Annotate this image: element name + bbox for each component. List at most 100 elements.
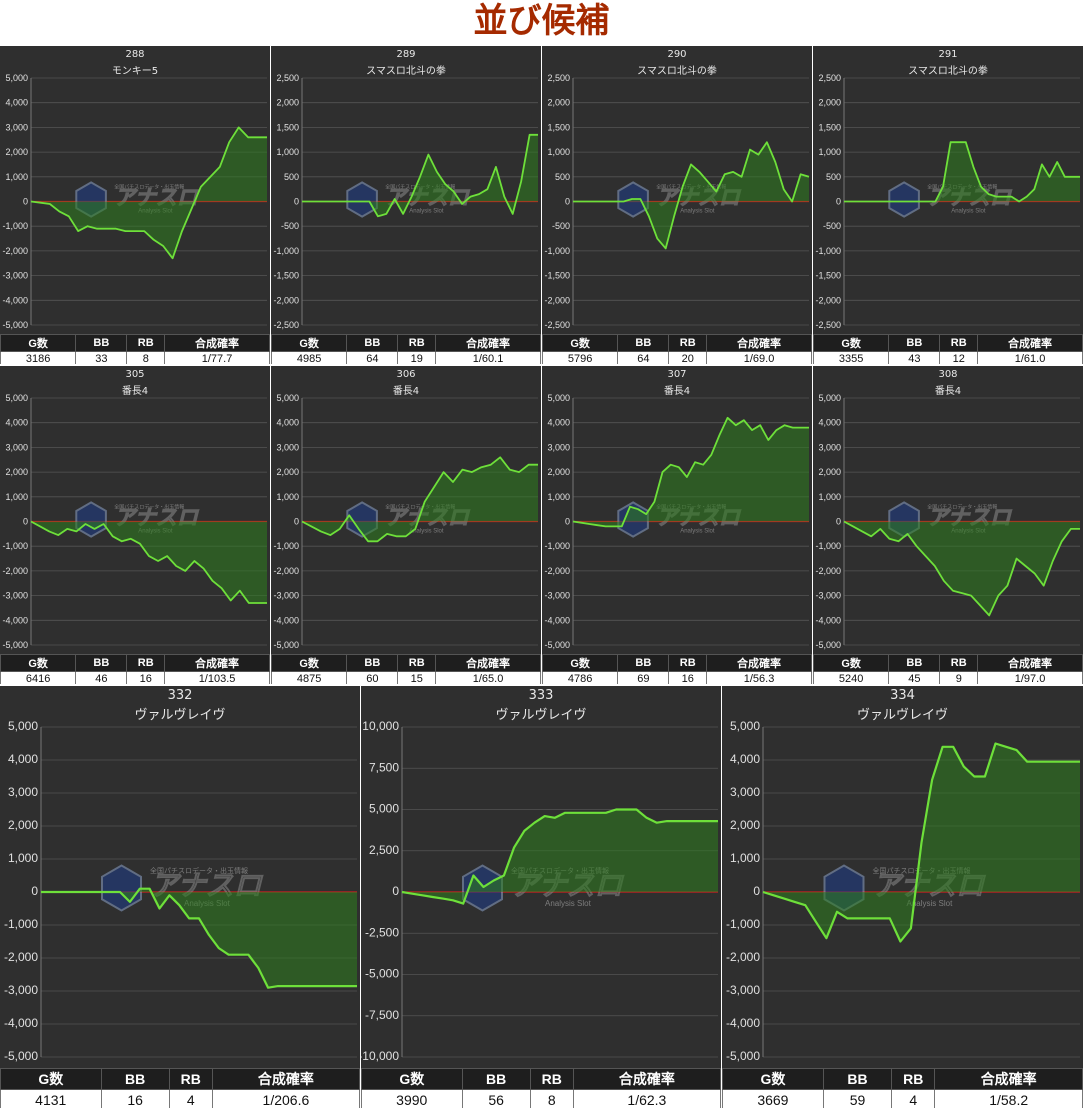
y-tick-label: 5,000 [730, 719, 760, 733]
y-tick-label: -3,000 [544, 591, 570, 601]
y-tick-label: 1,000 [276, 492, 299, 502]
y-tick-label: 0 [31, 884, 38, 898]
y-tick-label: 5,000 [8, 719, 38, 733]
watermark-subtitle: Analysis Slot [907, 899, 954, 908]
stats-value-games: 4875 [271, 671, 348, 684]
stats-value-rate: 1/61.0 [977, 351, 1083, 364]
y-tick-label: 2,000 [818, 467, 841, 477]
stats-header-games: G数 [542, 654, 619, 672]
y-tick-label: 2,000 [5, 467, 28, 477]
y-tick-label: -1,000 [2, 541, 28, 551]
y-tick-label: 0 [565, 517, 570, 527]
series-area [573, 417, 809, 527]
stats-header-bb: BB [888, 654, 941, 672]
y-tick-label: -7,500 [365, 1008, 399, 1022]
stats-value-rate: 1/62.3 [572, 1089, 721, 1108]
chart: 5,000 4,000 3,000 2,000 1,000 0 -1,000 -2,000 -3… [4, 719, 358, 1063]
y-tick-label: 500 [555, 172, 570, 182]
y-tick-label: 3,000 [818, 442, 841, 452]
stats-value-bb: 56 [461, 1089, 531, 1108]
stats-value-games: 3355 [813, 351, 890, 364]
stats-value-games: 3990 [361, 1089, 463, 1108]
stats-header-games: G数 [271, 334, 348, 352]
stats-value-bb: 60 [346, 671, 399, 684]
stats-table: G数 BB RB 合成確率 4131 16 4 1/206.6 [0, 1068, 360, 1108]
machine-name: 番長4 [934, 386, 962, 397]
series-area [31, 127, 267, 259]
watermark-tagline: 全国パチスロデータ・出玉情報 [150, 866, 248, 875]
y-tick-label: 1,500 [818, 122, 841, 132]
y-tick-label: -2,000 [4, 950, 38, 964]
stats-value-bb: 59 [822, 1089, 893, 1108]
series-area [302, 134, 538, 217]
watermark-tagline: 全国パチスロデータ・出玉情報 [114, 504, 184, 511]
y-tick-label: -2,000 [815, 566, 841, 576]
stats-value-bb: 33 [75, 351, 128, 364]
page-title: 並び候補 [473, 1, 610, 41]
series-area [402, 809, 718, 904]
stats-value-rate: 1/206.6 [211, 1089, 360, 1108]
stats-value-games: 4131 [0, 1089, 102, 1108]
machine-number: 307 [667, 369, 687, 380]
stats-header-bb: BB [461, 1068, 531, 1090]
y-tick-label: 3,000 [5, 122, 28, 132]
y-tick-label: -4,000 [726, 1016, 760, 1030]
y-tick-label: -5,000 [273, 640, 299, 650]
stats-header-rb: RB [397, 334, 437, 352]
machine-panel-291: 291 スマスロ北斗の拳 2,500 2,000 1,500 1,000 500 0 -500 -… [813, 46, 1083, 364]
y-tick-label: -4,000 [544, 615, 570, 625]
machine-number: 332 [167, 688, 193, 703]
stats-header-bb: BB [888, 334, 941, 352]
stats-value-rate: 1/97.0 [977, 671, 1083, 684]
stats-table: G数 BB RB 合成確率 4875 60 15 1/65.0 [271, 654, 541, 684]
stats-value-bb: 46 [75, 671, 128, 684]
y-tick-label: 2,000 [730, 818, 760, 832]
y-tick-label: -2,000 [2, 246, 28, 256]
series-line [844, 141, 1080, 203]
y-tick-label: 1,000 [547, 147, 570, 157]
y-tick-label: 4,000 [276, 418, 299, 428]
y-tick-label: -5,000 [4, 1049, 38, 1063]
stats-table: G数 BB RB 合成確率 3669 59 4 1/58.2 [722, 1068, 1083, 1108]
y-tick-label: -1,000 [273, 541, 299, 551]
machine-number: 333 [528, 688, 554, 703]
stats-value-rb: 16 [668, 671, 708, 684]
y-tick-label: -4,000 [2, 615, 28, 625]
series-area [302, 457, 538, 542]
machine-number: 289 [396, 49, 416, 60]
y-tick-label: 0 [23, 517, 28, 527]
watermark-subtitle: Analysis Slot [680, 529, 715, 535]
y-tick-label: -5,000 [726, 1049, 760, 1063]
y-tick-label: 0 [836, 517, 841, 527]
stats-value-rb: 16 [126, 671, 166, 684]
stats-value-rb: 19 [397, 351, 437, 364]
machine-number: 306 [396, 369, 416, 380]
stats-value-games: 5796 [542, 351, 619, 364]
stats-value-games: 3669 [722, 1089, 824, 1108]
watermark-tagline: 全国パチスロデータ・出玉情報 [927, 504, 997, 511]
machine-number: 291 [938, 49, 958, 60]
stats-table: G数 BB RB 合成確率 6416 46 16 1/103.5 [0, 654, 270, 684]
stats-header-rate: 合成確率 [435, 654, 541, 672]
stats-value-games: 3186 [0, 351, 77, 364]
chart: 5,000 4,000 3,000 2,000 1,000 0 -1,000 -2,000 -3… [273, 393, 539, 650]
stats-header-rate: 合成確率 [572, 1068, 721, 1090]
y-tick-label: 0 [753, 884, 760, 898]
stats-header-games: G数 [813, 334, 890, 352]
watermark-tagline: 全国パチスロデータ・出玉情報 [385, 504, 455, 511]
y-tick-label: 5,000 [547, 393, 570, 403]
stats-header-games: G数 [722, 1068, 824, 1090]
stats-header-games: G数 [0, 1068, 102, 1090]
machine-name: ヴァルヴレイヴ [495, 708, 587, 723]
y-tick-label: 2,000 [276, 467, 299, 477]
stats-value-rate: 1/56.3 [706, 671, 812, 684]
chart: 5,000 4,000 3,000 2,000 1,000 0 -1,000 -2,000 -3… [2, 393, 268, 650]
watermark-subtitle: Analysis Slot [545, 899, 592, 908]
machine-number: 305 [125, 369, 145, 380]
stats-value-bb: 69 [617, 671, 670, 684]
stats-value-rb: 8 [126, 351, 166, 364]
stats-value-rate: 1/65.0 [435, 671, 541, 684]
y-tick-label: 3,000 [5, 442, 28, 452]
watermark-tagline: 全国パチスロデータ・出玉情報 [114, 184, 184, 191]
stats-header-rate: 合成確率 [164, 654, 270, 672]
